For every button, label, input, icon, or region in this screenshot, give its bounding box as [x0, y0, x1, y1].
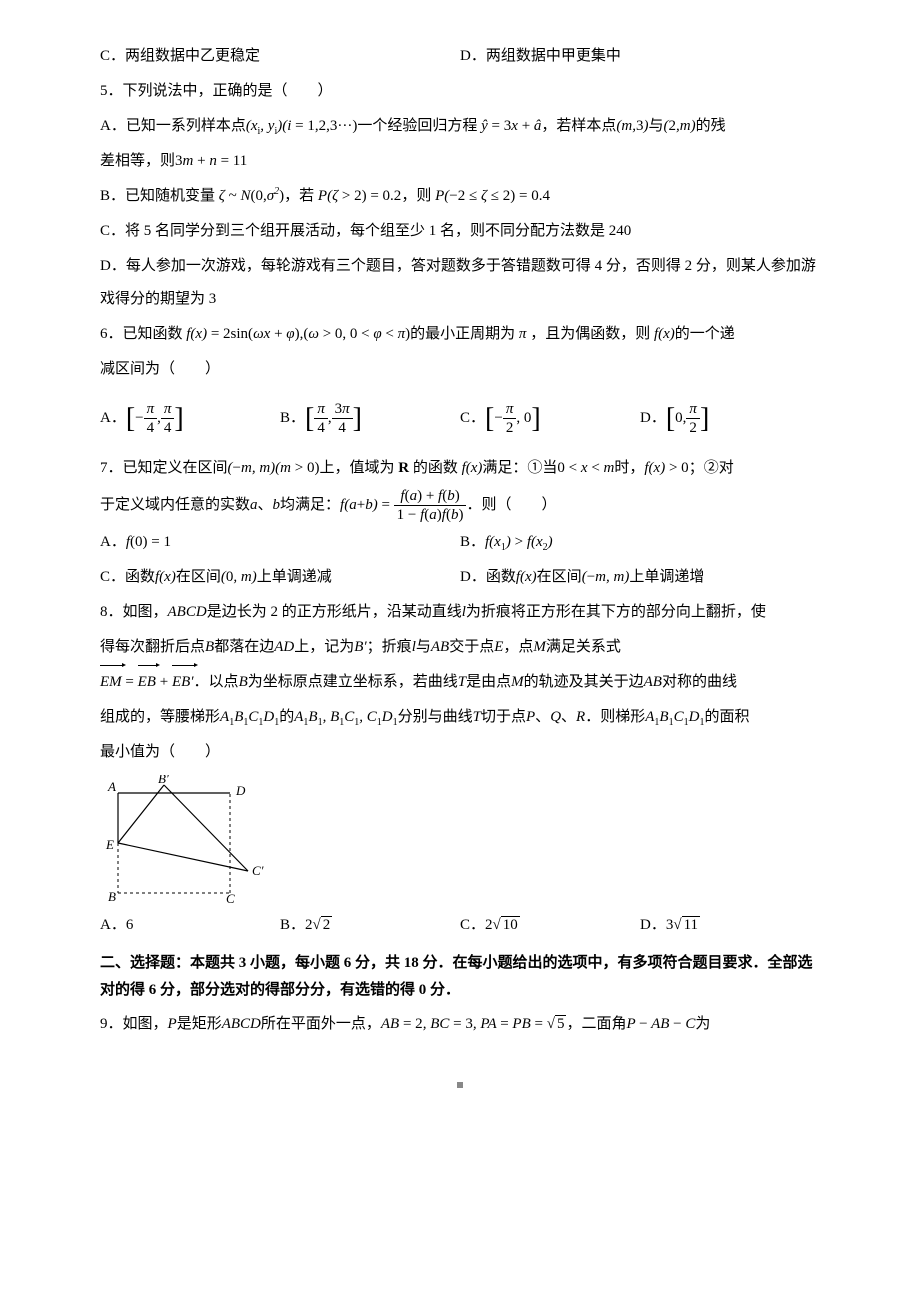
text: 一个经验回归方程 [357, 118, 477, 134]
text: A．已知一系列样本点 [100, 118, 246, 134]
q5-option-b: B．已知随机变量 ζ ~ N(0,σ2)，若 P(ζ > 2) = 0.2，则 … [100, 180, 820, 213]
text: ，则 [401, 188, 431, 204]
option-c: C．210 [460, 909, 640, 942]
q5-option-a-line2: 差相等，则3m + n = 11 [100, 145, 820, 178]
option-d: D．[0,π2] [640, 388, 820, 450]
text: ．则（ ） [466, 497, 556, 513]
label-B: B [108, 889, 116, 903]
label-C: C [226, 891, 235, 903]
text: 的一个递 [675, 326, 735, 342]
q5-option-c: C．将 5 名同学分到三个组开展活动，每个组至少 1 名，则不同分配方法数是 2… [100, 215, 820, 248]
q8-line2: 得每次翻折后点B都落在边AD上，记为B′；折痕l与AB交于点E，点M满足关系式 [100, 631, 820, 664]
q9-line1: 9．如图，P是矩形ABCD所在平面外一点，AB = 2, BC = 3, PA … [100, 1008, 820, 1041]
label-A: A [107, 779, 116, 794]
q4-options: C．两组数据中乙更稳定 D．两组数据中甲更集中 [100, 40, 820, 73]
q6-options: A．[−π4,π4] B．[π4,3π4] C．[−π2, 0] D．[0,π2… [100, 388, 820, 450]
label-Bp: B′ [158, 775, 169, 786]
section-2-heading: 二、选择题：本题共 3 小题，每小题 6 分，共 18 分．在每小题给出的选项中… [100, 950, 820, 1004]
option-c: C．两组数据中乙更稳定 [100, 40, 460, 73]
text: 的残 [696, 118, 726, 134]
footer-dot-icon [454, 1079, 466, 1091]
q7-options-cd: C．函数f(x)在区间(0, m)上单调递减 D．函数f(x)在区间(−m, m… [100, 561, 820, 594]
text: ；②对 [689, 460, 734, 476]
label-D: D [235, 783, 246, 798]
option-b: B．f(x1) > f(x2) [460, 526, 820, 559]
option-a: A．f(0) = 1 [100, 526, 460, 559]
text: ，且为偶函数，则 [530, 326, 650, 342]
q6-stem: 6．已知函数 f(x) = 2sin(ωx + φ),(ω > 0, 0 < φ… [100, 318, 820, 351]
option-c: C．[−π2, 0] [460, 388, 640, 450]
q5-option-a: A．已知一系列样本点(xi, yi)(i = 1,2,3···)一个经验回归方程… [100, 110, 820, 143]
text: 、 [258, 497, 273, 513]
option-a: A．6 [100, 909, 280, 942]
label-Cp: C′ [252, 863, 264, 878]
text: 的最小正周期为 [410, 326, 515, 342]
text: 上，值域为 [319, 460, 394, 476]
text: 的函数 [413, 460, 458, 476]
text: B．已知随机变量 [100, 188, 215, 204]
q7-stem: 7．已知定义在区间(−m, m)(m > 0)上，值域为 R 的函数 f(x)满… [100, 452, 820, 485]
option-d: D．311 [640, 909, 820, 942]
q8-diagram: A B′ D E C′ B C [100, 775, 270, 903]
label-E: E [105, 837, 114, 852]
text: 于定义域内任意的实数 [100, 497, 250, 513]
q8-options: A．6 B．22 C．210 D．311 [100, 909, 820, 942]
text: 7．已知定义在区间 [100, 460, 228, 476]
option-b: B．22 [280, 909, 460, 942]
option-b: B．[π4,3π4] [280, 388, 460, 450]
option-d: D．两组数据中甲更集中 [460, 40, 820, 73]
q6-stem-line2: 减区间为（ ） [100, 353, 820, 386]
q5-option-d: D．每人参加一次游戏，每轮游戏有三个题目，答对题数多于答错题数可得 4 分，否则… [100, 250, 820, 316]
q7-stem-line2: 于定义域内任意的实数a、b均满足：f(a+b) = f(a) + f(b)1 −… [100, 487, 820, 524]
text: 时， [614, 460, 644, 476]
text: 均满足： [280, 497, 340, 513]
option-c: C．函数f(x)在区间(0, m)上单调递减 [100, 561, 460, 594]
option-a: A．[−π4,π4] [100, 388, 280, 450]
q8-line1: 8．如图，ABCD是边长为 2 的正方形纸片，沿某动直线l为折痕将正方形在其下方… [100, 596, 820, 629]
text: 与 [649, 118, 664, 134]
q5-stem: 5．下列说法中，正确的是（ ） [100, 75, 820, 108]
text: 差相等，则 [100, 153, 175, 169]
option-d: D．函数f(x)在区间(−m, m)上单调递增 [460, 561, 820, 594]
q7-options-ab: A．f(0) = 1 B．f(x1) > f(x2) [100, 526, 820, 559]
text: 6．已知函数 [100, 326, 183, 342]
footer-mark [100, 1071, 820, 1104]
q8-line3: EM = EB + EB′．以点B为坐标原点建立坐标系，若曲线T是由点M的轨迹及… [100, 666, 820, 699]
text: ，若 [284, 188, 314, 204]
text: ，若样本点 [541, 118, 616, 134]
text: 满足：①当 [482, 460, 557, 476]
q8-line5: 最小值为（ ） [100, 736, 820, 769]
q8-line4: 组成的，等腰梯形A1B1C1D1的A1B1, B1C1, C1D1分别与曲线T切… [100, 701, 820, 734]
